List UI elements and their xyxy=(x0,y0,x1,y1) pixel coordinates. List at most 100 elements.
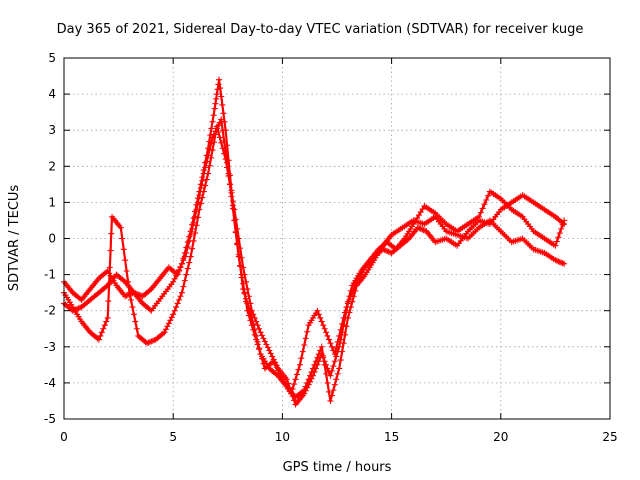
data-point xyxy=(336,332,343,339)
data-point xyxy=(343,323,350,330)
series-sat-a xyxy=(61,76,568,404)
data-point xyxy=(323,329,330,336)
data-point xyxy=(312,365,319,372)
data-point xyxy=(216,76,223,83)
data-point xyxy=(260,360,267,367)
y-tick-label: 4 xyxy=(48,87,56,101)
data-point xyxy=(317,314,324,321)
data-point xyxy=(129,304,136,311)
data-point xyxy=(250,311,257,318)
data-point xyxy=(259,355,266,362)
data-point xyxy=(208,125,215,132)
data-point xyxy=(161,329,168,336)
series-sat-b xyxy=(61,123,568,408)
x-tick-label: 20 xyxy=(493,430,508,444)
data-point xyxy=(475,213,482,220)
data-point xyxy=(104,314,111,321)
data-point xyxy=(285,380,292,387)
data-point xyxy=(334,370,341,377)
data-point xyxy=(178,260,185,267)
data-point xyxy=(193,206,200,213)
data-point xyxy=(232,229,239,236)
data-point xyxy=(171,307,178,314)
data-point xyxy=(304,384,311,391)
data-point xyxy=(165,320,172,327)
data-point xyxy=(127,296,134,303)
data-point xyxy=(485,192,492,199)
data-point xyxy=(190,219,197,226)
data-point xyxy=(256,346,263,353)
data-point xyxy=(347,287,354,294)
data-point xyxy=(205,152,212,159)
data-point xyxy=(168,314,175,321)
y-tick-label: -1 xyxy=(44,268,56,282)
y-tick-label: 3 xyxy=(48,123,56,137)
data-point xyxy=(244,307,251,314)
data-point xyxy=(340,314,347,321)
data-point xyxy=(330,363,337,370)
data-point xyxy=(273,364,280,371)
data-point xyxy=(337,326,344,333)
data-point xyxy=(260,335,267,342)
data-point xyxy=(291,381,298,388)
grid-layer xyxy=(64,58,610,419)
data-point xyxy=(226,181,233,188)
data-point xyxy=(328,367,335,374)
data-point xyxy=(103,318,110,325)
data-point xyxy=(320,322,327,329)
data-point xyxy=(197,200,204,207)
data-point xyxy=(253,318,260,325)
data-point xyxy=(218,116,225,123)
data-point xyxy=(327,372,334,379)
data-point xyxy=(269,353,276,360)
data-point xyxy=(340,340,347,347)
data-point xyxy=(266,347,273,354)
data-point xyxy=(189,245,196,252)
data-point xyxy=(321,358,328,365)
data-point xyxy=(243,298,249,305)
data-point xyxy=(311,369,318,376)
data-point xyxy=(324,332,331,339)
data-point xyxy=(130,311,137,318)
data-point xyxy=(219,127,226,134)
data-point xyxy=(183,271,190,278)
data-point xyxy=(189,225,196,232)
data-point xyxy=(317,347,324,354)
data-point xyxy=(184,243,191,250)
data-point xyxy=(212,100,219,107)
data-point xyxy=(173,304,180,311)
data-point xyxy=(293,371,300,378)
data-point xyxy=(229,205,236,212)
data-point xyxy=(321,325,328,332)
data-point xyxy=(410,221,417,228)
data-point xyxy=(176,296,183,303)
data-point xyxy=(415,212,422,219)
data-point xyxy=(192,213,199,220)
data-point xyxy=(187,231,194,238)
data-point xyxy=(184,265,191,272)
data-point xyxy=(108,230,115,237)
data-point xyxy=(213,95,220,102)
data-point xyxy=(196,192,203,199)
data-point xyxy=(346,293,353,300)
data-point xyxy=(256,325,263,332)
data-point xyxy=(221,138,228,145)
data-point xyxy=(200,170,207,177)
data-point xyxy=(117,224,124,231)
data-point xyxy=(180,283,187,290)
data-point xyxy=(307,378,314,385)
data-point xyxy=(419,206,426,213)
data-point xyxy=(276,370,283,377)
data-point xyxy=(331,381,338,388)
data-point xyxy=(328,392,335,399)
data-point xyxy=(325,388,332,395)
data-point xyxy=(186,237,193,244)
data-point xyxy=(315,311,322,318)
data-point xyxy=(314,307,321,314)
data-point xyxy=(105,298,112,305)
data-point xyxy=(257,351,264,358)
x-tick-label: 15 xyxy=(384,430,399,444)
data-point xyxy=(222,148,229,155)
data-point xyxy=(234,241,241,248)
data-point xyxy=(298,355,305,362)
